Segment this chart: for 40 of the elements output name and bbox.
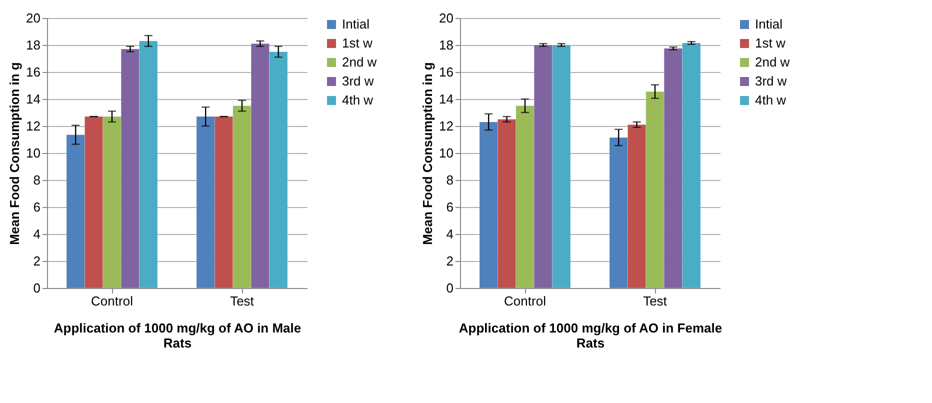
y-tick-label: 14 <box>439 92 454 106</box>
y-tick-label: 18 <box>439 38 454 52</box>
y-tick-label: 6 <box>33 200 40 214</box>
y-tick-label: 4 <box>33 226 40 242</box>
y-tick-label: 0 <box>33 280 40 296</box>
y-tick-label: 10 <box>26 146 40 160</box>
x-axis-title: Application of 1000 mg/kg of AO in Female Rats <box>458 320 722 350</box>
y-tick-label: 8 <box>33 172 40 188</box>
y-tick-label: 6 <box>446 200 454 214</box>
y-tick-label: 0 <box>446 280 454 296</box>
legend-label: 3rd w <box>342 74 374 88</box>
legend-label: 3rd w <box>755 74 788 88</box>
x-tick-label: Test <box>643 294 668 308</box>
y-axis-title: Mean Food Consumption in g <box>7 62 22 245</box>
legend-label: Intial <box>342 16 370 32</box>
x-axis-title: Application of 1000 mg/kg of AO in Male Rats <box>54 320 302 350</box>
legend-label: 1st w <box>342 36 373 50</box>
y-tick-label: 20 <box>26 10 40 26</box>
legend-label: 2nd w <box>342 54 378 70</box>
y-tick-label: 2 <box>33 254 40 268</box>
legend-label: 2nd w <box>755 54 790 70</box>
x-tick-label: Control <box>504 294 546 308</box>
y-tick-label: 4 <box>446 226 454 242</box>
y-tick-label: 2 <box>446 254 454 268</box>
y-tick-label: 20 <box>439 10 454 26</box>
y-tick-label: 16 <box>439 64 454 80</box>
legend-label: 1st w <box>755 36 786 50</box>
x-tick-label: Test <box>230 294 254 308</box>
y-tick-label: 8 <box>446 172 454 188</box>
x-tick-label: Control <box>91 294 134 308</box>
y-tick-label: 18 <box>26 38 40 52</box>
y-axis-title: Mean Food Consumption in g <box>420 62 436 245</box>
y-tick-label: 12 <box>26 118 40 134</box>
legend-label: 4th w <box>342 92 374 108</box>
y-tick-label: 14 <box>26 92 40 106</box>
y-tick-label: 16 <box>26 64 40 80</box>
y-tick-label: 10 <box>439 146 454 160</box>
legend-label: 4th w <box>755 92 787 108</box>
y-tick-label: 12 <box>439 118 454 134</box>
legend-label: Intial <box>755 16 783 32</box>
